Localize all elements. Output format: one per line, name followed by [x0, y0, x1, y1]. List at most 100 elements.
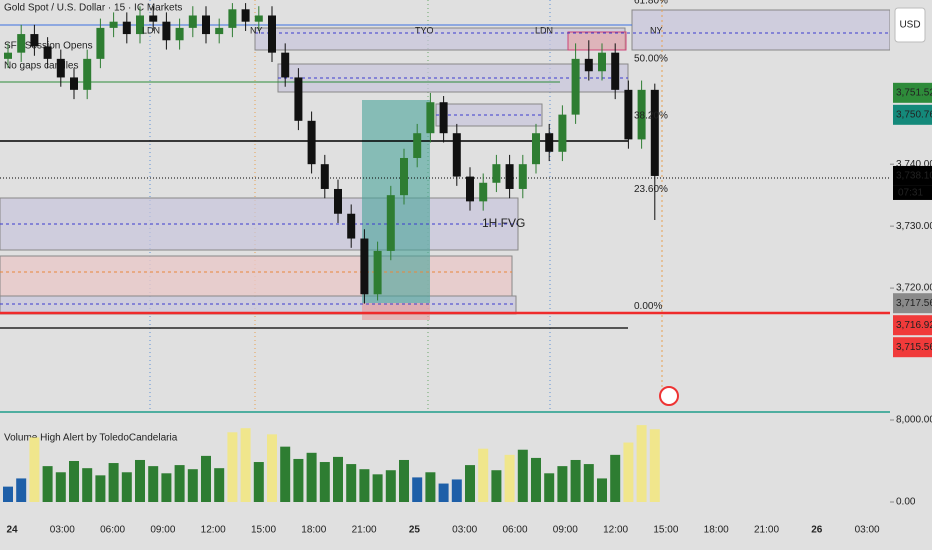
candle-body — [228, 9, 237, 28]
x-tick-label: 09:00 — [150, 525, 175, 536]
volume-bar — [148, 466, 159, 502]
volume-bar — [399, 459, 409, 502]
volume-bar — [214, 468, 225, 502]
x-tick-label: 06:00 — [502, 525, 527, 536]
volume-bar — [531, 457, 541, 502]
event-icon[interactable] — [659, 386, 679, 406]
candle-body — [215, 27, 224, 35]
candle-body — [241, 9, 250, 22]
candle-body — [637, 89, 646, 140]
volume-bar — [333, 456, 343, 502]
candle-body — [347, 213, 356, 239]
annotation: 1H FVG — [482, 216, 525, 230]
candle-body — [373, 250, 382, 295]
candle-body — [624, 89, 633, 140]
volume-bar — [478, 448, 489, 502]
volume-tick-label: 8,000.00 — [896, 415, 932, 426]
volume-bar — [412, 477, 423, 502]
candle-body — [56, 58, 65, 78]
volume-bar — [29, 437, 40, 502]
fib-label: 23.60% — [634, 184, 668, 195]
volume-bar — [491, 470, 502, 502]
volume-bar — [544, 473, 555, 502]
volume-bar — [359, 469, 370, 502]
candle-body — [268, 15, 276, 53]
volume-bar — [319, 462, 330, 502]
candle-body — [162, 21, 171, 41]
x-tick-label: 24 — [6, 525, 18, 536]
volume-bar — [372, 474, 383, 502]
x-tick-label: 18:00 — [704, 525, 729, 536]
price-label: 3,716.92 — [896, 320, 932, 331]
x-tick-label: 21:00 — [754, 525, 779, 536]
volume-bar — [293, 458, 304, 502]
legend-item: SFL Session Opens — [4, 41, 93, 52]
volume-title: Volume High Alert by ToledoCandelaria — [4, 433, 178, 444]
candle-body — [466, 176, 474, 202]
price-axis — [890, 0, 932, 550]
volume-bar — [108, 463, 119, 502]
candle-body — [254, 15, 263, 22]
candle-body — [598, 52, 606, 72]
volume-bar — [135, 459, 145, 502]
legend-item: No gaps candles — [4, 61, 79, 72]
candle-body — [43, 46, 52, 59]
price-label-box — [893, 337, 932, 358]
volume-bar — [55, 472, 66, 502]
fib-label: 61.80% — [634, 0, 668, 6]
volume-bar — [583, 464, 594, 502]
candle-body — [188, 15, 197, 28]
candle-body — [281, 52, 290, 78]
x-tick-label: 09:00 — [553, 525, 578, 536]
candle-body — [426, 102, 435, 134]
currency-button[interactable] — [894, 7, 926, 43]
volume-bar — [227, 432, 238, 502]
x-tick-label: 21:00 — [352, 525, 377, 536]
candle-body — [452, 133, 461, 177]
y-tick-label: 3,720.00 — [896, 283, 932, 294]
candle-body — [571, 58, 580, 115]
x-tick-label: 18:00 — [301, 525, 326, 536]
x-tick-label: 06:00 — [100, 525, 125, 536]
x-tick-label: 03:00 — [855, 525, 880, 536]
volume-bar — [610, 454, 621, 502]
price-label: 3,738.10 — [896, 171, 932, 182]
currency[interactable]: USD — [899, 20, 920, 31]
x-tick-label: 12:00 — [603, 525, 628, 536]
volume-bar — [201, 455, 211, 502]
candle-body — [30, 34, 39, 47]
candle-body — [109, 21, 118, 28]
volume-bar — [504, 454, 515, 502]
candle-body — [479, 182, 488, 202]
volume-bar — [82, 468, 93, 502]
session-label: NY — [650, 25, 663, 35]
candle-body — [294, 77, 303, 121]
candle-body — [505, 164, 514, 189]
price-label-box — [893, 165, 932, 186]
fib-label: 38.20% — [634, 111, 668, 122]
volume-bar — [346, 464, 357, 502]
candle-body — [650, 89, 659, 176]
volume-bar — [385, 470, 396, 502]
candle-body — [492, 164, 501, 183]
candle-body — [202, 15, 210, 35]
volume-bar — [174, 465, 185, 502]
volume-bar — [438, 483, 449, 502]
candle-body — [558, 114, 567, 152]
volume-bar — [465, 465, 475, 502]
volume-bar — [161, 473, 172, 502]
volume-bar — [649, 429, 660, 502]
session-label: LDN — [142, 25, 160, 35]
volume-bar — [636, 425, 647, 502]
x-tick-label: 12:00 — [201, 525, 226, 536]
candle-body — [400, 157, 408, 196]
candle-body — [611, 52, 620, 90]
session-label: LDN — [535, 25, 553, 35]
countdown: 07:31 — [898, 188, 923, 199]
candle-body — [334, 188, 342, 214]
x-tick-label: 03:00 — [50, 525, 75, 536]
candle-body — [518, 164, 527, 189]
x-tick-label: 25 — [409, 525, 421, 536]
price-label-box — [893, 315, 932, 336]
